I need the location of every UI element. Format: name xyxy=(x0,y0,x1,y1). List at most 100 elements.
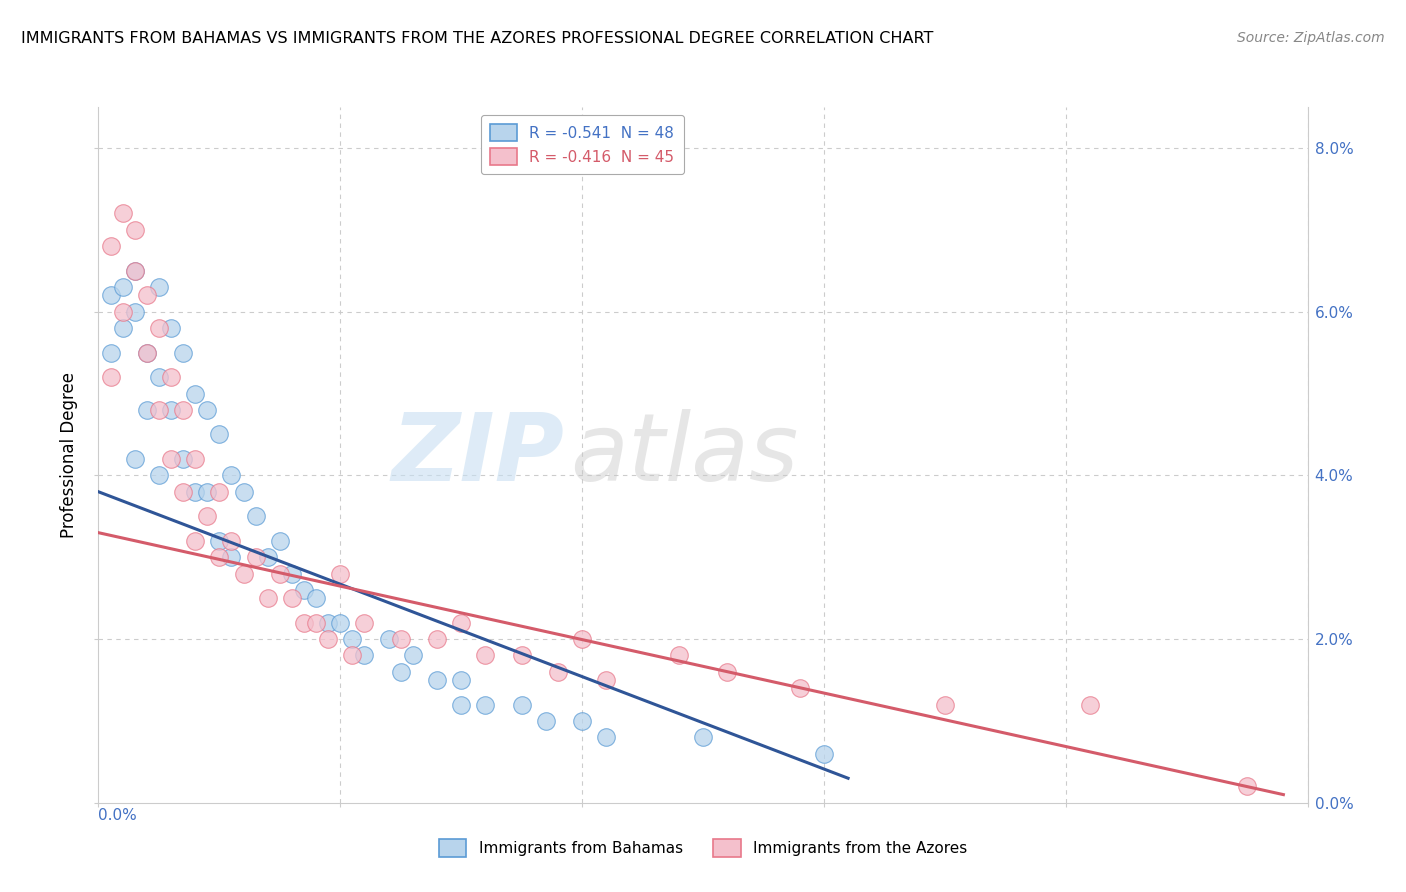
Point xyxy=(111,304,134,318)
Point xyxy=(595,673,617,687)
Point xyxy=(124,264,146,278)
Point xyxy=(208,427,231,442)
Point xyxy=(377,632,399,646)
Point xyxy=(510,648,533,663)
Point xyxy=(232,566,254,581)
Point xyxy=(160,403,183,417)
Point xyxy=(100,345,122,359)
Point xyxy=(195,403,218,417)
Point xyxy=(100,288,122,302)
Point xyxy=(256,550,278,565)
Point xyxy=(316,632,339,646)
Point xyxy=(160,321,183,335)
Point xyxy=(232,484,254,499)
Point xyxy=(292,615,315,630)
Point xyxy=(124,452,146,467)
Point xyxy=(450,615,472,630)
Point xyxy=(221,533,243,548)
Text: ZIP: ZIP xyxy=(391,409,564,501)
Point xyxy=(208,550,231,565)
Point xyxy=(148,321,170,335)
Legend: Immigrants from Bahamas, Immigrants from the Azores: Immigrants from Bahamas, Immigrants from… xyxy=(432,832,974,864)
Point xyxy=(474,698,496,712)
Point xyxy=(692,731,714,745)
Point xyxy=(124,304,146,318)
Point xyxy=(389,632,412,646)
Point xyxy=(450,698,472,712)
Point xyxy=(184,452,207,467)
Point xyxy=(148,468,170,483)
Point xyxy=(221,468,243,483)
Point xyxy=(184,533,207,548)
Point xyxy=(1236,780,1258,794)
Point xyxy=(353,648,375,663)
Point xyxy=(148,280,170,294)
Point xyxy=(135,403,157,417)
Point xyxy=(329,615,352,630)
Point xyxy=(450,673,472,687)
Point xyxy=(160,452,183,467)
Point xyxy=(668,648,690,663)
Point xyxy=(474,648,496,663)
Point xyxy=(245,509,267,524)
Point xyxy=(510,698,533,712)
Point xyxy=(269,566,291,581)
Point xyxy=(281,591,304,606)
Point xyxy=(124,223,146,237)
Point xyxy=(292,582,315,597)
Point xyxy=(305,615,328,630)
Point xyxy=(100,370,122,384)
Point xyxy=(281,566,304,581)
Point xyxy=(172,345,194,359)
Point xyxy=(402,648,425,663)
Point xyxy=(316,615,339,630)
Y-axis label: Professional Degree: Professional Degree xyxy=(60,372,79,538)
Point xyxy=(934,698,956,712)
Point xyxy=(329,566,352,581)
Point xyxy=(135,345,157,359)
Point xyxy=(547,665,569,679)
Point xyxy=(256,591,278,606)
Point xyxy=(1078,698,1101,712)
Point xyxy=(100,239,122,253)
Point xyxy=(534,714,557,728)
Text: atlas: atlas xyxy=(569,409,799,500)
Point xyxy=(172,452,194,467)
Point xyxy=(195,509,218,524)
Point xyxy=(111,321,134,335)
Point xyxy=(342,632,364,646)
Point xyxy=(571,632,593,646)
Point xyxy=(221,550,243,565)
Point xyxy=(195,484,218,499)
Point xyxy=(389,665,412,679)
Point xyxy=(111,206,134,220)
Point xyxy=(426,632,449,646)
Point xyxy=(184,386,207,401)
Point xyxy=(426,673,449,687)
Point xyxy=(124,264,146,278)
Point xyxy=(245,550,267,565)
Point xyxy=(571,714,593,728)
Point xyxy=(269,533,291,548)
Point xyxy=(789,681,811,696)
Point xyxy=(184,484,207,499)
Point xyxy=(172,403,194,417)
Point xyxy=(342,648,364,663)
Point xyxy=(595,731,617,745)
Point xyxy=(135,345,157,359)
Point xyxy=(135,288,157,302)
Point xyxy=(813,747,835,761)
Point xyxy=(716,665,738,679)
Text: IMMIGRANTS FROM BAHAMAS VS IMMIGRANTS FROM THE AZORES PROFESSIONAL DEGREE CORREL: IMMIGRANTS FROM BAHAMAS VS IMMIGRANTS FR… xyxy=(21,31,934,46)
Point xyxy=(208,484,231,499)
Point xyxy=(148,370,170,384)
Point xyxy=(353,615,375,630)
Point xyxy=(305,591,328,606)
Point xyxy=(111,280,134,294)
Text: 0.0%: 0.0% xyxy=(98,807,138,822)
Point xyxy=(148,403,170,417)
Point xyxy=(172,484,194,499)
Point xyxy=(208,533,231,548)
Text: Source: ZipAtlas.com: Source: ZipAtlas.com xyxy=(1237,31,1385,45)
Point xyxy=(160,370,183,384)
